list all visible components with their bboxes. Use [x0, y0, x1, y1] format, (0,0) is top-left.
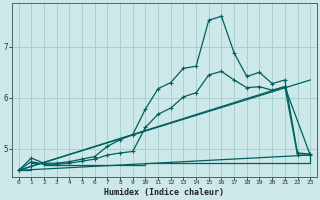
X-axis label: Humidex (Indice chaleur): Humidex (Indice chaleur)	[104, 188, 224, 197]
